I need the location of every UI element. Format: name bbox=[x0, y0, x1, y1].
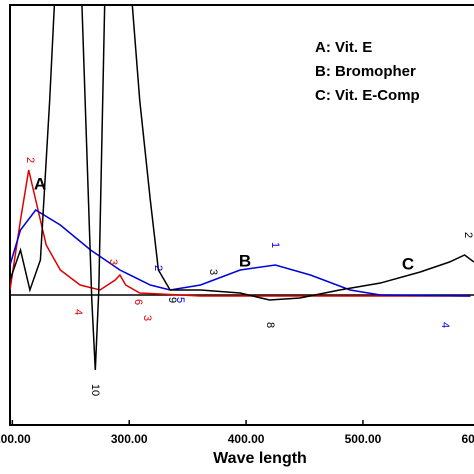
peak-label: 3 bbox=[107, 259, 119, 265]
plot-area bbox=[10, 5, 474, 371]
x-tick-label: 500.00 bbox=[345, 432, 382, 446]
peak-label: 1 bbox=[269, 242, 281, 248]
peak-label: 2 bbox=[152, 265, 164, 271]
peak-label: 5 bbox=[174, 297, 186, 303]
series-line bbox=[10, 169, 471, 297]
plot-frame bbox=[9, 4, 474, 426]
peak-label: 6 bbox=[132, 299, 144, 305]
peak-label: 3 bbox=[141, 315, 153, 321]
peak-label: 10 bbox=[89, 384, 101, 396]
peak-label: 9 bbox=[166, 297, 178, 303]
x-tick-label: 300.00 bbox=[111, 432, 148, 446]
series-line bbox=[10, 5, 474, 371]
curve-label: B bbox=[239, 251, 251, 270]
x-tick-label: 200.00 bbox=[0, 432, 31, 446]
peak-label: 8 bbox=[264, 322, 276, 328]
legend-entry: B: Bromopher bbox=[315, 63, 416, 80]
peak-label: 4 bbox=[72, 309, 84, 315]
peak-label: 4 bbox=[439, 322, 451, 328]
peak-label: 3 bbox=[207, 269, 219, 275]
x-axis-title: Wave length bbox=[213, 450, 307, 467]
peak-label: 2 bbox=[24, 157, 36, 163]
peak-label: 2 bbox=[462, 232, 474, 238]
legend-entry: C: Vit. E-Comp bbox=[315, 87, 420, 104]
legend-entry: A: Vit. E bbox=[315, 39, 372, 56]
curve-label: A bbox=[34, 174, 46, 193]
x-tick-label: 400.00 bbox=[228, 432, 265, 446]
curve-label: C bbox=[402, 254, 414, 273]
x-tick-label: 600.00 bbox=[461, 432, 474, 446]
